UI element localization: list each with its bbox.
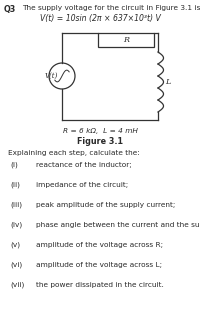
- Text: R: R: [123, 36, 129, 44]
- Text: reactance of the inductor;: reactance of the inductor;: [36, 162, 132, 168]
- Text: phase angle between the current and the supply voltage;: phase angle between the current and the …: [36, 222, 200, 228]
- Text: V(t) = 10sin (2π × 637×10³t) V: V(t) = 10sin (2π × 637×10³t) V: [40, 14, 160, 23]
- Text: L: L: [165, 78, 170, 86]
- Text: (iv): (iv): [10, 222, 22, 229]
- Text: The supply voltage for the circuit in Figure 3.1 is given by:: The supply voltage for the circuit in Fi…: [22, 5, 200, 11]
- Text: amplitude of the voltage across L;: amplitude of the voltage across L;: [36, 262, 162, 268]
- Text: impedance of the circuit;: impedance of the circuit;: [36, 182, 128, 188]
- Text: (vii): (vii): [10, 282, 24, 289]
- Text: (i): (i): [10, 162, 18, 169]
- Text: (vi): (vi): [10, 262, 22, 268]
- Text: Figure 3.1: Figure 3.1: [77, 137, 123, 146]
- Text: R = 6 kΩ,  L = 4 mH: R = 6 kΩ, L = 4 mH: [63, 128, 137, 134]
- Text: amplitude of the voltage across R;: amplitude of the voltage across R;: [36, 242, 163, 248]
- Text: (iii): (iii): [10, 202, 22, 209]
- Text: the power dissipated in the circuit.: the power dissipated in the circuit.: [36, 282, 164, 288]
- Text: (v): (v): [10, 242, 20, 248]
- Bar: [98, 33, 154, 47]
- Text: Q3: Q3: [4, 5, 16, 14]
- Text: V(t): V(t): [45, 72, 58, 80]
- Text: Explaining each step, calculate the:: Explaining each step, calculate the:: [8, 150, 140, 156]
- Text: (ii): (ii): [10, 182, 20, 188]
- Text: peak amplitude of the supply current;: peak amplitude of the supply current;: [36, 202, 175, 208]
